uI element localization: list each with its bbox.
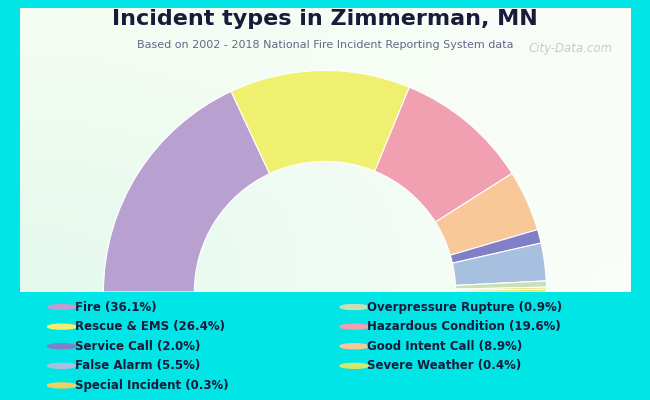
- Text: Incident types in Zimmerman, MN: Incident types in Zimmerman, MN: [112, 9, 538, 29]
- Text: Service Call (2.0%): Service Call (2.0%): [75, 340, 200, 353]
- Wedge shape: [456, 287, 547, 290]
- Wedge shape: [231, 70, 410, 174]
- Circle shape: [340, 344, 369, 349]
- Wedge shape: [103, 91, 270, 292]
- Text: Severe Weather (0.4%): Severe Weather (0.4%): [367, 359, 521, 372]
- Text: Rescue & EMS (26.4%): Rescue & EMS (26.4%): [75, 320, 225, 333]
- Text: Special Incident (0.3%): Special Incident (0.3%): [75, 379, 228, 392]
- Text: City-Data.com: City-Data.com: [528, 42, 612, 55]
- Circle shape: [47, 363, 76, 368]
- Wedge shape: [456, 281, 547, 289]
- Text: Good Intent Call (8.9%): Good Intent Call (8.9%): [367, 340, 523, 353]
- Circle shape: [340, 324, 369, 329]
- Text: Hazardous Condition (19.6%): Hazardous Condition (19.6%): [367, 320, 561, 333]
- Circle shape: [340, 304, 369, 310]
- Text: Overpressure Rupture (0.9%): Overpressure Rupture (0.9%): [367, 300, 562, 314]
- Text: False Alarm (5.5%): False Alarm (5.5%): [75, 359, 200, 372]
- Circle shape: [340, 363, 369, 368]
- Wedge shape: [375, 87, 512, 222]
- Wedge shape: [452, 243, 546, 286]
- Wedge shape: [450, 230, 541, 263]
- Wedge shape: [436, 174, 538, 255]
- Circle shape: [47, 383, 76, 388]
- Text: Based on 2002 - 2018 National Fire Incident Reporting System data: Based on 2002 - 2018 National Fire Incid…: [136, 40, 514, 50]
- Circle shape: [47, 304, 76, 310]
- Text: Fire (36.1%): Fire (36.1%): [75, 300, 157, 314]
- Wedge shape: [456, 289, 547, 292]
- Circle shape: [47, 344, 76, 349]
- Circle shape: [47, 324, 76, 329]
